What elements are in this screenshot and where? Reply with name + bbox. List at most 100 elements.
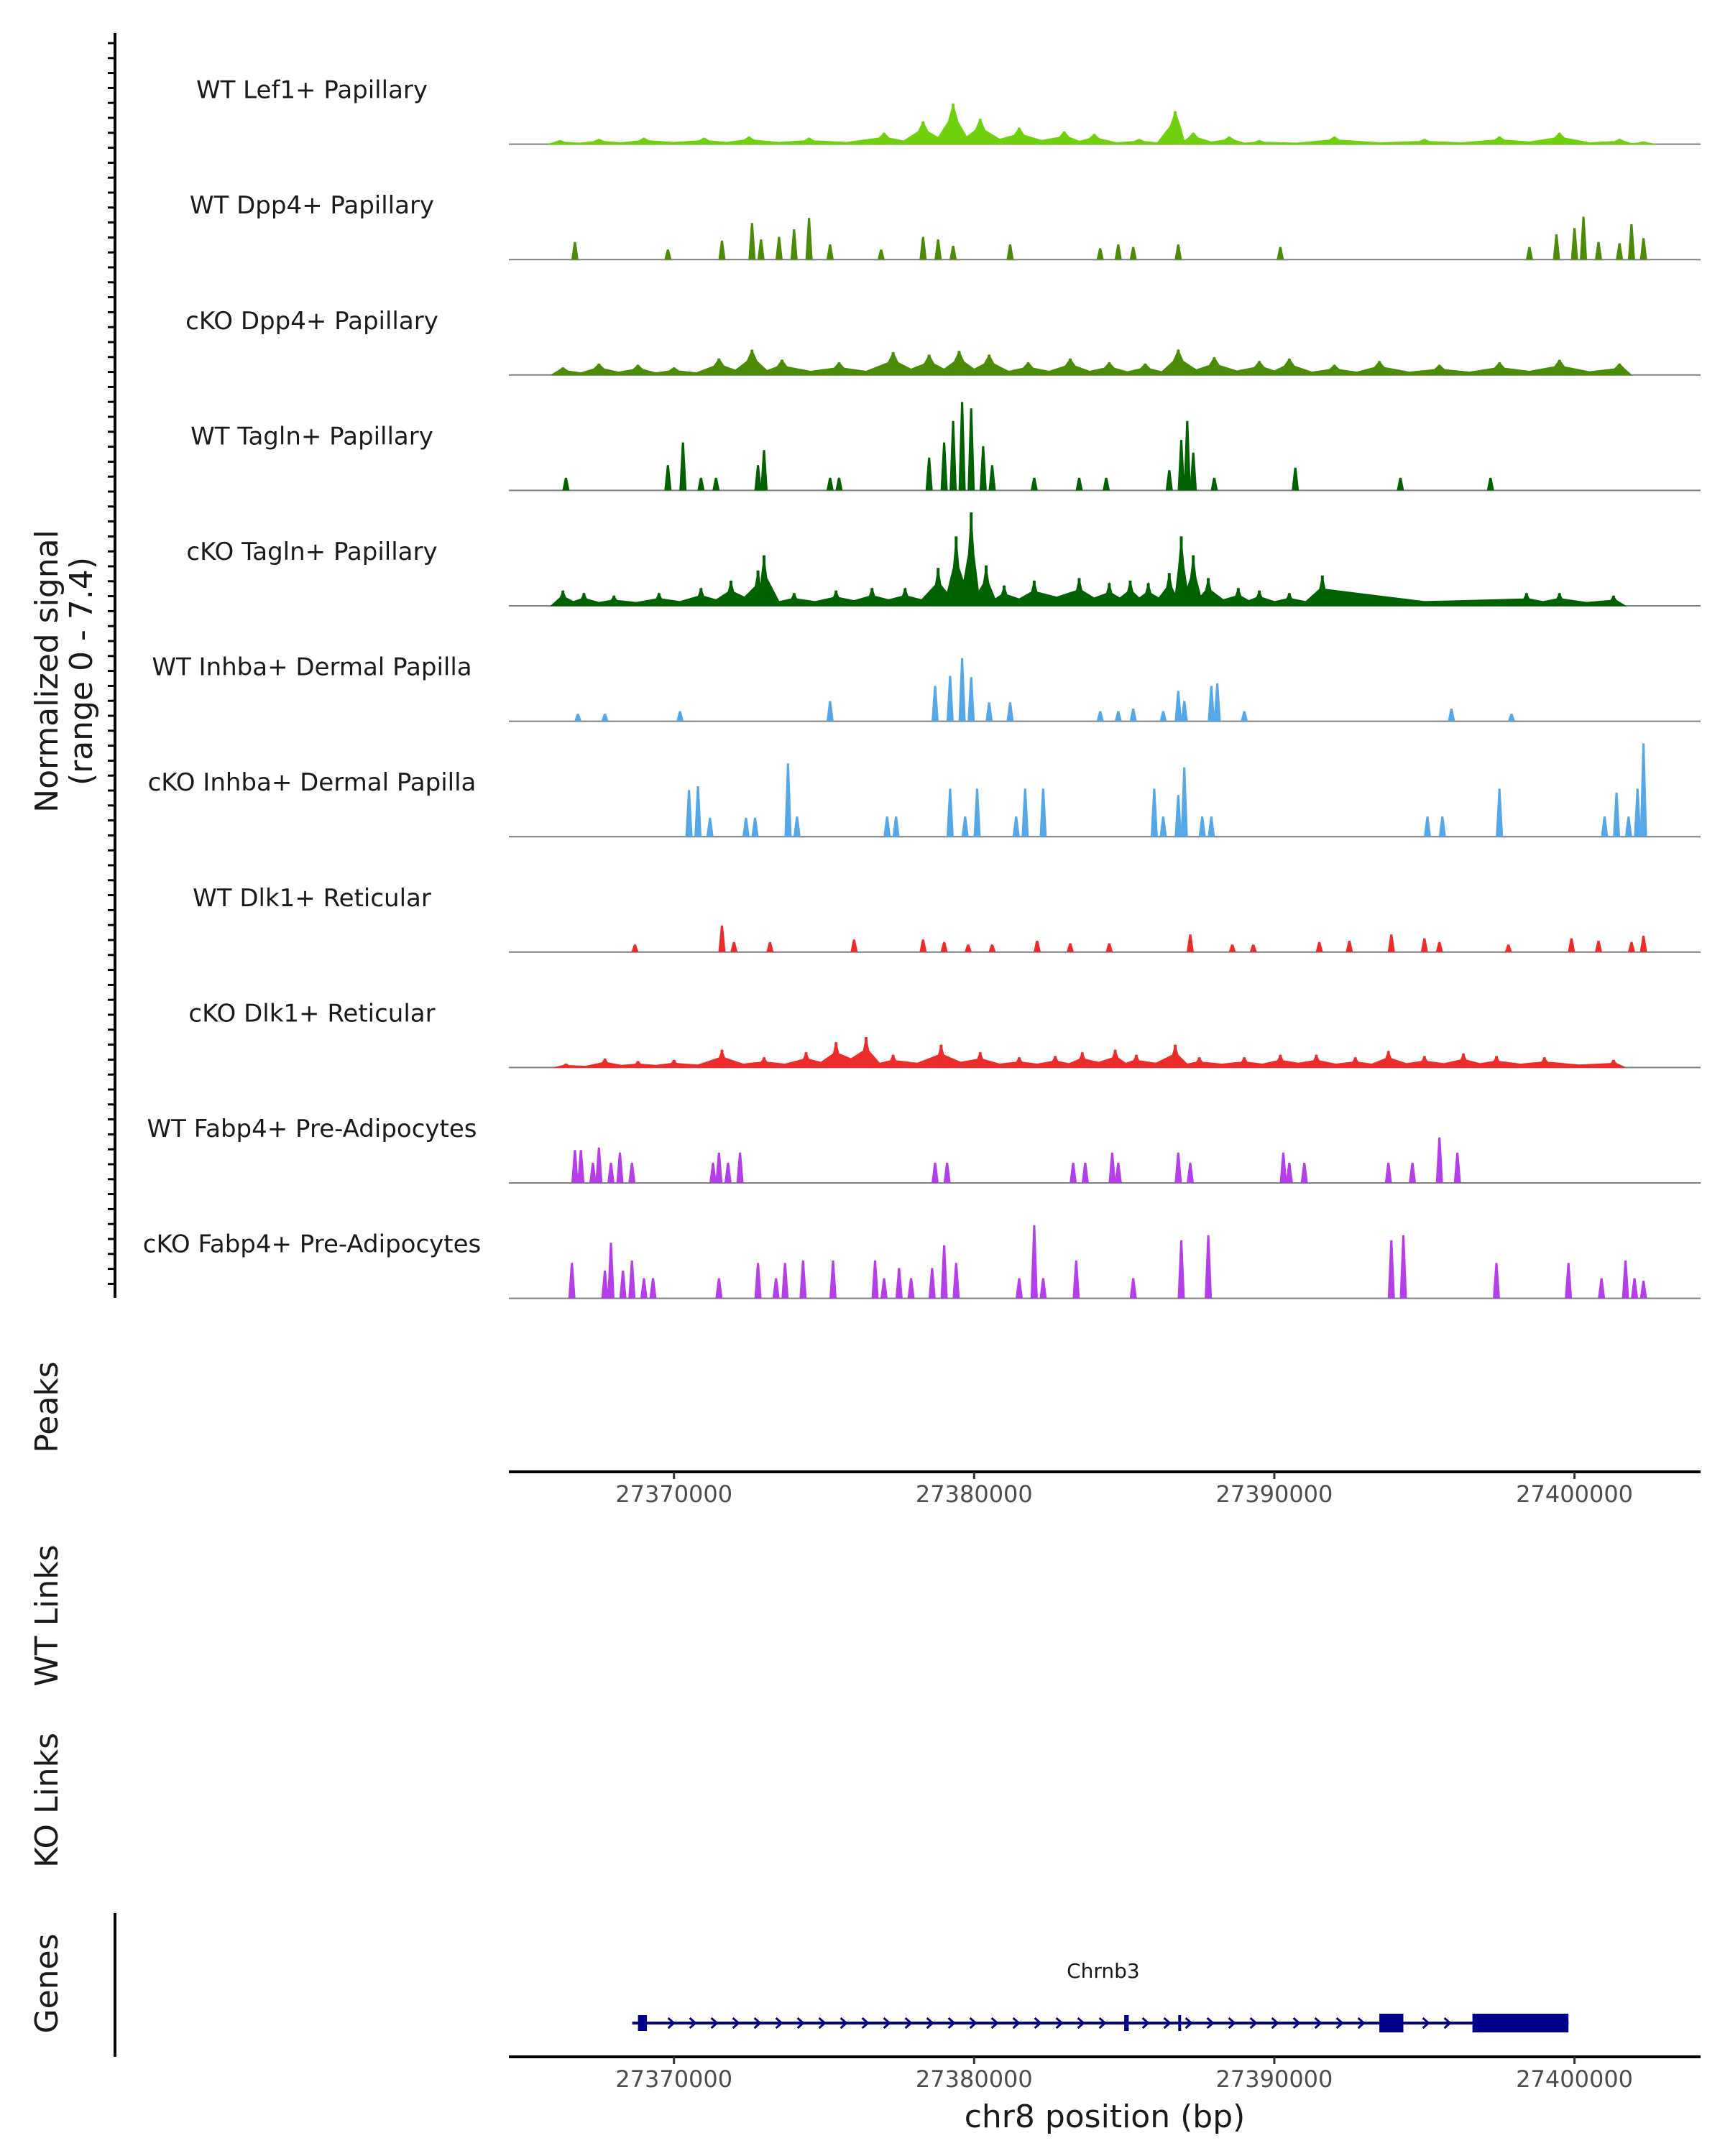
strand-arrow <box>1012 2017 1021 2030</box>
signal-peak <box>1422 139 1426 144</box>
signal-spike <box>943 1162 951 1183</box>
signal-spike <box>892 816 900 837</box>
signal-peak <box>597 364 601 375</box>
strand-arrow <box>1422 2017 1430 2030</box>
strand-arrow <box>1335 2017 1344 2030</box>
signal-peak <box>558 140 561 144</box>
signal-spike <box>940 442 948 491</box>
strand-arrow <box>689 2017 697 2030</box>
signal-spike <box>754 465 762 491</box>
signal-peak <box>1611 1059 1615 1068</box>
signal-peak <box>781 359 783 375</box>
signal-peak <box>891 1054 895 1068</box>
track-label: WT Dpp4+ Papillary <box>190 191 434 220</box>
signal-spike <box>880 1278 888 1299</box>
gene-exon <box>1124 2015 1129 2031</box>
signal-peak <box>1438 364 1441 375</box>
track-wt-tagln-papillary: WT Tagln+ Papillary <box>190 402 1701 492</box>
signal-peak <box>1495 1056 1498 1068</box>
signal-spike <box>934 239 942 260</box>
signal-spike <box>718 240 726 260</box>
signal-peak <box>978 119 982 144</box>
signal-spike <box>1180 767 1188 837</box>
strand-arrow <box>1271 2017 1279 2030</box>
signal-peak <box>1174 111 1177 144</box>
wt-links-label: WT Links <box>29 1544 65 1686</box>
signal-spike <box>1627 224 1635 260</box>
signal-spike <box>826 701 834 722</box>
signal-peak <box>1054 1056 1057 1068</box>
signal-ylabel-line1: Normalized signal <box>29 530 65 813</box>
signal-spike <box>1183 420 1191 491</box>
signal-spike <box>1435 941 1443 952</box>
signal-spike <box>1570 228 1578 260</box>
signal-peak <box>1062 132 1066 144</box>
signal-peak <box>1353 1057 1357 1068</box>
signal-spike <box>1279 1152 1287 1183</box>
strand-arrow <box>818 2017 827 2030</box>
signal-spike <box>925 457 933 491</box>
signal-peak <box>730 580 732 606</box>
signal-spike <box>1639 238 1647 260</box>
signal-peak <box>756 570 760 606</box>
signal-spike <box>1174 244 1182 260</box>
signal-spike <box>973 788 981 837</box>
signal-spike <box>757 239 765 260</box>
signal-spike <box>835 477 843 491</box>
gene-name-label: Chrnb3 <box>1067 1959 1140 1983</box>
track-wt-dlk1-reticular: WT Dlk1+ Reticular <box>193 884 1701 953</box>
x-tick-label: 27400000 <box>1516 2065 1633 2093</box>
track-cko-dlk1-reticular: cKO Dlk1+ Reticular <box>188 999 1701 1069</box>
signal-spike <box>940 941 948 952</box>
signal-spike <box>1300 1162 1308 1183</box>
signal-spike <box>1174 1152 1182 1183</box>
signal-spike <box>1021 788 1029 837</box>
signal-spike <box>1595 241 1602 260</box>
signal-peak <box>792 593 796 606</box>
signal-spike <box>1006 702 1014 722</box>
signal-spike <box>946 676 954 722</box>
signal-peak <box>636 364 640 375</box>
signal-spike <box>850 939 858 952</box>
signal-spike <box>988 465 996 491</box>
x-tick-label: 27400000 <box>1516 1480 1633 1508</box>
signal-peak <box>1192 555 1195 606</box>
signal-spike <box>706 817 714 837</box>
signal-spike <box>940 1245 948 1299</box>
signal-spike <box>601 1271 609 1299</box>
strand-arrow <box>1098 2017 1107 2030</box>
track-wt-lef1-papillary: WT Lef1+ Papillary <box>196 76 1701 145</box>
signal-spike <box>748 223 756 260</box>
signal-spike <box>712 477 720 491</box>
signal-spike <box>1315 941 1323 952</box>
signal-spike <box>781 1263 789 1299</box>
signal-spike <box>1075 477 1083 491</box>
signal-spike <box>1622 1260 1629 1299</box>
signal-peak <box>1422 1056 1426 1068</box>
signal-spike <box>1034 941 1041 952</box>
signal-peak <box>1524 593 1528 606</box>
signal-spike <box>1205 1235 1213 1299</box>
signal-spike <box>574 714 582 722</box>
x-tick-label: 27380000 <box>916 2065 1033 2093</box>
signal-peak <box>978 1052 982 1068</box>
signal-peak <box>891 352 895 375</box>
strand-arrow <box>1055 2017 1064 2030</box>
signal-spike <box>1114 244 1122 260</box>
signal-peak <box>699 588 703 606</box>
signal-peak <box>1258 590 1261 606</box>
signal-spike <box>988 944 996 952</box>
signal-peak <box>937 568 940 606</box>
signal-spike <box>1580 216 1588 260</box>
strand-arrow <box>1184 2017 1193 2030</box>
track-label: WT Lef1+ Papillary <box>196 76 428 105</box>
signal-spike <box>685 790 693 837</box>
signal-spike <box>1397 477 1404 491</box>
signal-spike <box>628 1260 636 1299</box>
signal-peak <box>603 1059 607 1068</box>
signal-peak <box>1128 580 1132 606</box>
signal-spike <box>715 1152 723 1183</box>
signal-spike <box>1213 683 1221 722</box>
strand-arrow <box>926 2017 934 2030</box>
signal-peak <box>1177 349 1180 375</box>
